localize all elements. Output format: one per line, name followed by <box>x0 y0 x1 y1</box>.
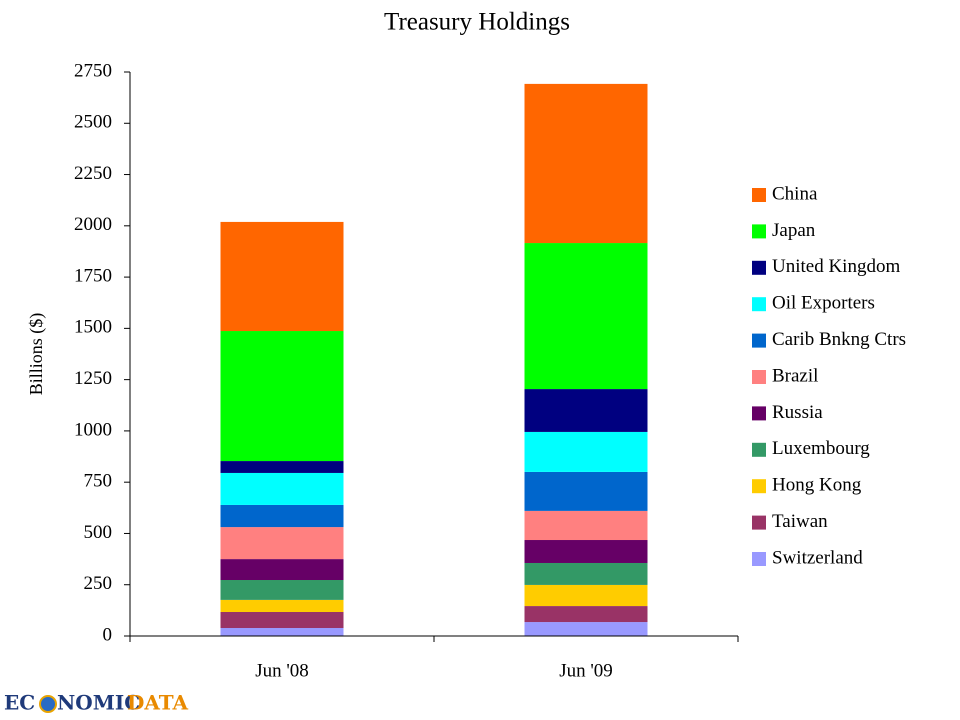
bar-segment <box>524 431 648 472</box>
bar-segment <box>220 527 344 560</box>
bar-segment <box>524 83 648 244</box>
y-tick-label: 2000 <box>74 214 112 235</box>
y-tick-label: 1500 <box>74 317 112 338</box>
bar-segment <box>220 472 344 505</box>
y-tick-label: 250 <box>84 573 113 594</box>
logo-globe <box>39 695 57 713</box>
logo: EC NOMIC DATA <box>4 691 189 715</box>
bar-segment <box>524 562 648 585</box>
legend-label: Carib Bnkng Ctrs <box>772 329 906 350</box>
bar-segment <box>524 389 648 432</box>
legend-swatch <box>752 224 766 239</box>
legend-label: Luxembourg <box>772 438 870 459</box>
bar-segment <box>524 510 648 541</box>
legend-label: United Kingdom <box>772 256 900 277</box>
bar-segment <box>220 612 344 629</box>
y-tick-label: 1000 <box>74 419 112 440</box>
bar-segment <box>220 461 344 473</box>
legend-label: Switzerland <box>772 547 863 568</box>
bar-segment <box>220 504 344 528</box>
bar-segment <box>524 584 648 607</box>
bar-segment <box>220 331 344 462</box>
legend-label: Oil Exporters <box>772 293 875 314</box>
chart-title: Treasury Holdings <box>384 9 570 36</box>
legend-swatch <box>752 479 766 494</box>
x-tick-label: Jun '08 <box>255 660 309 681</box>
legend-swatch <box>752 406 766 421</box>
bar-segment <box>524 540 648 563</box>
bar-segment <box>220 628 344 636</box>
bar-segment <box>220 221 344 332</box>
logo-text: NOMIC <box>57 691 140 715</box>
logo-text: DATA <box>127 691 189 715</box>
y-tick-label: 500 <box>84 522 113 543</box>
legend-swatch <box>752 297 766 312</box>
legend-label: Russia <box>772 402 823 423</box>
y-tick-label: 2750 <box>74 60 112 81</box>
bar-segment <box>524 243 648 390</box>
legend-swatch <box>752 188 766 202</box>
bar-segment <box>524 622 648 636</box>
x-tick-label: Jun '09 <box>559 660 613 681</box>
y-tick-label: 0 <box>103 624 113 645</box>
legend-swatch <box>752 552 766 566</box>
legend-label: Hong Kong <box>772 475 862 496</box>
legend-swatch <box>752 260 766 275</box>
legend-swatch <box>752 515 766 530</box>
legend-swatch <box>752 442 766 457</box>
bar-segment <box>220 559 344 581</box>
legend-label: Japan <box>772 220 816 241</box>
y-tick-label: 1750 <box>74 265 112 286</box>
bar-segment <box>524 471 648 511</box>
y-tick-label: 2250 <box>74 163 112 184</box>
y-tick-label: 1250 <box>74 368 112 389</box>
legend-swatch <box>752 333 766 348</box>
legend-label: Brazil <box>772 365 818 386</box>
legend-label: Taiwan <box>772 511 828 532</box>
legend-label: China <box>772 183 818 204</box>
bar-segment <box>220 599 344 613</box>
logo-text: EC <box>4 691 35 715</box>
bar-segment <box>220 580 344 600</box>
bar-segment <box>524 606 648 623</box>
y-tick-label: 750 <box>84 471 113 492</box>
y-axis-label: Billions ($) <box>26 313 47 396</box>
legend-swatch <box>752 370 766 384</box>
y-tick-label: 2500 <box>74 112 112 133</box>
